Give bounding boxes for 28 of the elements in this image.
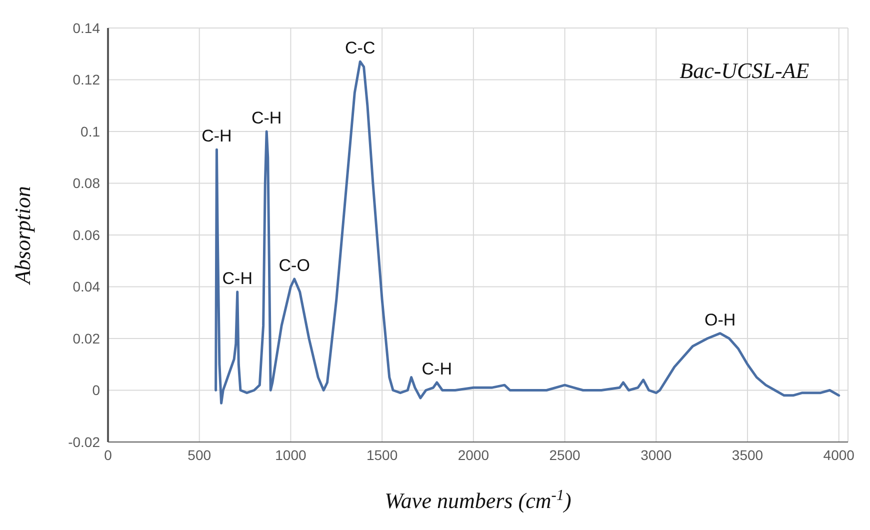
y-tick-label: 0.02: [72, 330, 100, 346]
y-tick-label: 0: [92, 382, 100, 398]
x-tick-label: 3000: [640, 446, 672, 463]
y-tick-label: 0.12: [72, 72, 100, 88]
x-tick-label: 0: [104, 446, 112, 463]
y-tick-label: 0.1: [80, 123, 100, 140]
text: Bac-UCSL-AE: [680, 58, 810, 83]
y-tick-label: 0.08: [72, 175, 100, 192]
y-axis-title: Absorption: [10, 186, 35, 286]
annotation: C-O: [278, 256, 310, 275]
y-tick-label: 0.04: [72, 278, 100, 295]
y-tick-label: 0.14: [72, 20, 100, 36]
annotation: O-H: [704, 310, 736, 330]
x-tick-label: 1000: [275, 446, 306, 463]
x-axis-title: Wave numbers (cm$^{-1}$): [384, 486, 572, 513]
y-tick-label: -0.02: [68, 434, 100, 450]
x-tick-label: 3500: [732, 446, 764, 463]
annotation: C-C: [345, 38, 376, 58]
x-tick-label: 500: [188, 446, 212, 463]
annotation: C-H: [422, 359, 452, 378]
x-tick-label: 2500: [549, 446, 581, 463]
y-tick-label: 0.06: [72, 226, 100, 243]
x-tick-label: 2000: [458, 446, 490, 463]
x-tick-label: 4000: [823, 446, 855, 463]
annotation: C-H: [202, 126, 232, 146]
annotation: C-H: [222, 268, 252, 288]
x-tick-label: 1500: [366, 446, 398, 463]
annotation: C-H: [251, 108, 282, 128]
